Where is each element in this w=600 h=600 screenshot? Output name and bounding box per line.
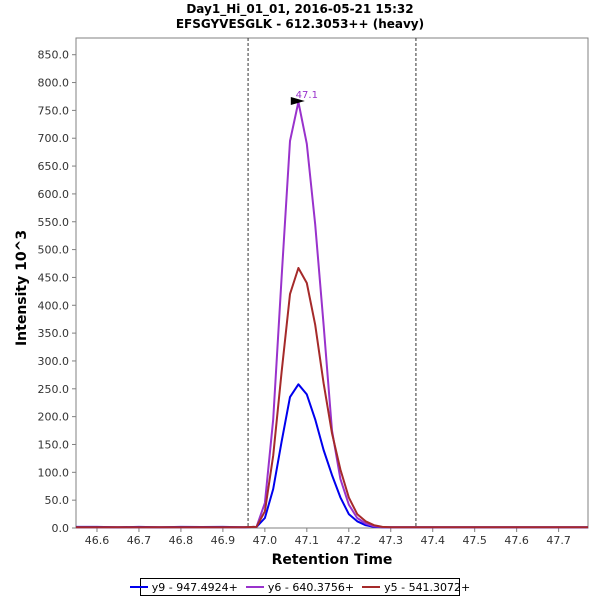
plot-frame <box>75 37 589 529</box>
y-tick-label: 500.0 <box>38 244 70 257</box>
legend-swatch <box>245 586 264 588</box>
series-layer <box>76 101 588 529</box>
legend-swatch <box>129 586 148 588</box>
x-tick-label: 47.5 <box>462 534 487 547</box>
y-tick-label: 800.0 <box>38 77 70 90</box>
series-line-y6 <box>76 101 588 529</box>
x-tick-label: 47.3 <box>379 534 404 547</box>
peak-arrow-icon <box>290 97 305 106</box>
legend-item: y6 - 640.3756+ <box>245 580 355 594</box>
y-tick-label: 400.0 <box>38 299 70 312</box>
x-axis-label: Retention Time <box>272 552 393 568</box>
x-tick-label: 46.7 <box>127 534 152 547</box>
legend-label: y5 - 541.3072+ <box>384 580 471 594</box>
legend-item: y5 - 541.3072+ <box>362 581 470 594</box>
chart-title: Day1_Hi_01_01, 2016-05-21 15:32 <box>186 2 414 16</box>
y-tick-label: 300.0 <box>38 355 70 368</box>
peak-label: 47.1 <box>296 90 318 101</box>
x-tick-label: 47.0 <box>253 534 278 547</box>
legend: y9 - 947.4924+ y6 - 640.3756+ y5 - 541.307… <box>129 578 470 596</box>
annotation-layer: 47.1 <box>290 90 318 106</box>
y-tick-label: 750.0 <box>38 104 70 117</box>
y-axis-label: Intensity 10^3 <box>14 230 30 346</box>
x-tick-label: 47.7 <box>546 534 571 547</box>
legend-swatch <box>362 586 381 588</box>
legend-label: y9 - 947.4924+ <box>151 580 238 594</box>
axes-layer: 46.6 46.7 46.8 46.9 47.0 47.1 47.2 47.3 47.4 47.5… <box>38 37 589 547</box>
series-line-y5 <box>76 267 588 529</box>
y-tick-label: 700.0 <box>38 132 70 145</box>
x-tick-label: 47.1 <box>295 534 320 547</box>
y-tick-label: 250.0 <box>38 383 70 396</box>
x-tick-label: 46.9 <box>211 534 236 547</box>
chart-subtitle: EFSGYVESGLK - 612.3053++ (heavy) <box>175 17 425 31</box>
x-tick-label: 47.4 <box>420 534 445 547</box>
y-tick-label: 550.0 <box>38 216 70 229</box>
y-tick-label: 600.0 <box>38 188 70 201</box>
y-tick-label: 650.0 <box>38 160 70 173</box>
y-tick-label: 450.0 <box>38 271 70 284</box>
y-tick-label: 100.0 <box>38 466 70 479</box>
y-tick-label: 350.0 <box>38 327 70 340</box>
y-tick-label: 50.0 <box>45 494 70 507</box>
series-line-y9 <box>76 383 588 529</box>
y-tick-label: 850.0 <box>38 49 70 62</box>
y-tick-label: 200.0 <box>38 411 70 424</box>
y-tick-label: 150.0 <box>38 438 70 451</box>
y-tick-label: 0.0 <box>52 522 70 535</box>
boundary-layer <box>247 38 417 528</box>
x-tick-label: 46.8 <box>169 534 194 547</box>
x-tick-label: 47.6 <box>504 534 529 547</box>
x-tick-label: 47.2 <box>337 534 362 547</box>
legend-item: y9 - 947.4924+ <box>129 580 238 594</box>
chart-title-block: Day1_Hi_01_01, 2016-05-21 15:32 EFSGYVES… <box>0 2 600 32</box>
x-tick-label: 46.6 <box>85 534 110 547</box>
legend-label: y6 - 640.3756+ <box>267 580 355 594</box>
